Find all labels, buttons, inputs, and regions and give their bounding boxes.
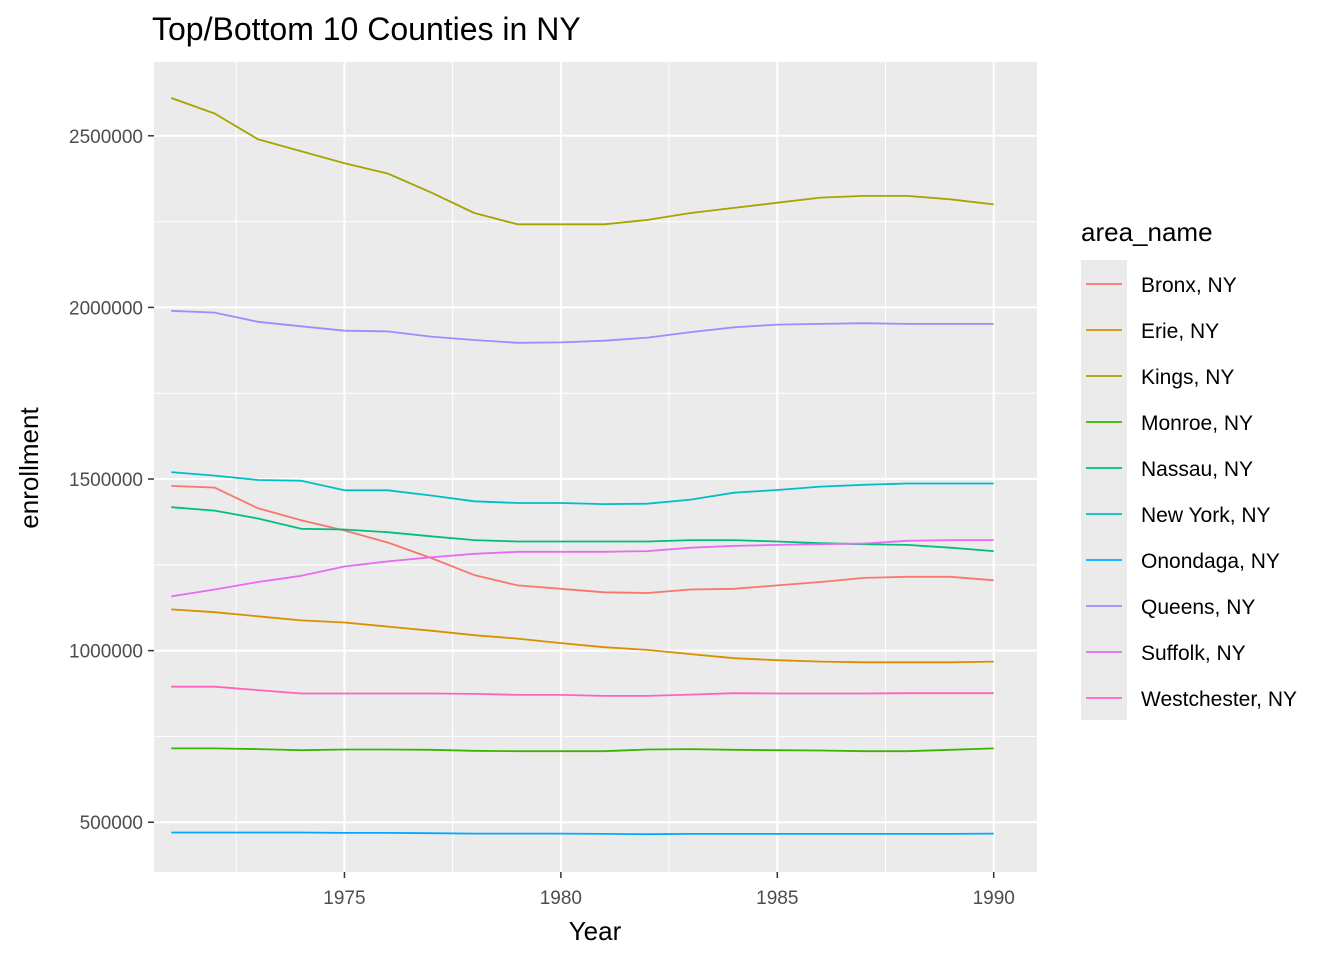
series-line-bronx-ny	[171, 485, 994, 594]
x-tick-label: 1980	[540, 888, 582, 909]
series-line-monroe-ny	[171, 747, 994, 753]
series-line-westchester-ny	[171, 685, 994, 697]
legend-label-new-york-ny: New York, NY	[1141, 504, 1271, 527]
series-line-erie-ny	[171, 608, 994, 664]
minor-gridlines	[154, 62, 1037, 872]
y-tick-label: 1000000	[69, 642, 143, 663]
y-tick-label: 500000	[80, 813, 143, 834]
plot-panel	[154, 62, 1037, 872]
chart-title: Top/Bottom 10 Counties in NY	[152, 11, 581, 47]
y-tick-label: 2000000	[69, 298, 143, 319]
series-lines	[170, 97, 994, 836]
legend-label-suffolk-ny: Suffolk, NY	[1141, 642, 1246, 665]
series-line-queens-ny	[171, 309, 994, 344]
y-axis-title: enrollment	[14, 407, 44, 529]
series-line-onondaga-ny	[171, 831, 994, 836]
x-axis-title: Year	[569, 916, 622, 946]
legend-label-erie-ny: Erie, NY	[1141, 320, 1219, 343]
y-tick-label: 2500000	[69, 127, 143, 148]
y-axis: 500000 1000000 1500000 2000000 2500000	[69, 127, 154, 834]
legend-label-nassau-ny: Nassau, NY	[1141, 458, 1253, 481]
legend-label-queens-ny: Queens, NY	[1141, 596, 1255, 619]
series-line-suffolk-ny	[171, 539, 994, 598]
legend-items: Bronx, NY Erie, NY Kings, NY Monroe, NY Nass…	[1086, 274, 1297, 711]
legend-title: area_name	[1081, 217, 1213, 247]
legend-label-westchester-ny: Westchester, NY	[1141, 688, 1297, 711]
legend: area_name Bronx, NY Erie, NY Kings, NY Monr…	[1081, 217, 1297, 720]
x-tick-label: 1985	[756, 888, 798, 909]
legend-label-bronx-ny: Bronx, NY	[1141, 274, 1237, 297]
legend-label-onondaga-ny: Onondaga, NY	[1141, 550, 1280, 573]
series-line-new-york-ny	[171, 471, 994, 506]
x-tick-label: 1975	[323, 888, 365, 909]
y-tick-label: 1500000	[69, 470, 143, 491]
series-line-kings-ny	[170, 97, 994, 226]
x-tick-label: 1990	[973, 888, 1015, 909]
legend-label-monroe-ny: Monroe, NY	[1141, 412, 1253, 435]
x-axis: 1975 1980 1985 1990	[323, 872, 1015, 909]
legend-keys-background	[1081, 260, 1127, 720]
major-gridlines	[154, 62, 1037, 872]
legend-label-kings-ny: Kings, NY	[1141, 366, 1234, 389]
